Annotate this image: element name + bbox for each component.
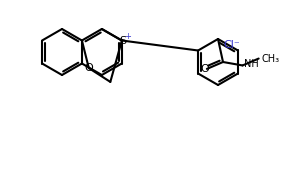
Text: +: +	[124, 32, 131, 41]
Text: O: O	[84, 63, 93, 73]
Text: Cl⁻: Cl⁻	[224, 40, 240, 50]
Text: NH: NH	[244, 60, 258, 69]
Text: O: O	[201, 64, 209, 74]
Text: CH₃: CH₃	[262, 54, 280, 63]
Text: S: S	[119, 35, 126, 45]
